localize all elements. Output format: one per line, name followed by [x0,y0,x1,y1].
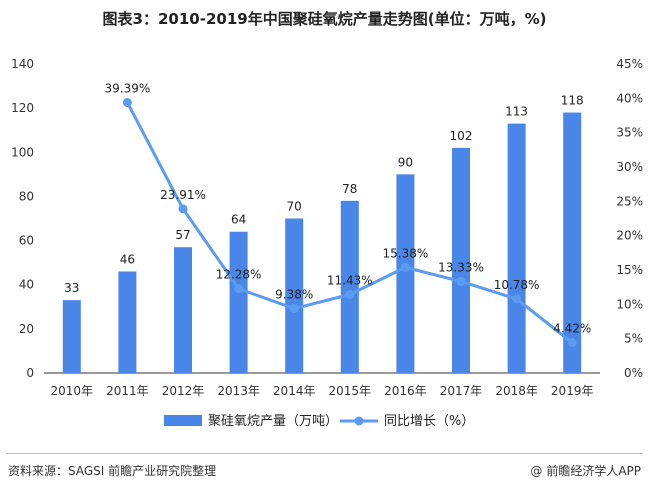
line-point [234,284,244,294]
line-data-label: 23.91% [160,188,206,202]
y-right-tick-label: 25% [616,194,643,208]
bar [229,231,248,373]
attribution: @ 前瞻经济学人APP [530,462,641,479]
line-point [400,262,410,272]
chart-title: 图表3：2010-2019年中国聚硅氧烷产量走势图(单位：万吨，%) [102,10,547,28]
bar-data-label: 64 [231,213,246,227]
bar-data-label: 90 [398,155,413,169]
bar [174,247,192,373]
legend-bar-label: 聚硅氧烷产量（万吨） [208,414,338,429]
bar [62,300,81,373]
line-point [512,294,522,304]
attribution-label: 前瞻经济学人APP [546,464,641,478]
line-point [567,338,577,348]
line-point [345,290,355,300]
legend-line-label: 同比增长（%） [384,414,474,429]
bar-data-label: 46 [120,252,135,266]
bar-data-label: 57 [175,228,190,242]
line-data-label: 11.43% [327,274,373,288]
line-data-label: 10.78% [494,278,540,292]
bar [340,200,359,373]
y-right-tick-label: 0% [624,366,643,380]
line-data-label: 39.39% [105,82,151,96]
y-left-tick-label: 0 [26,366,34,380]
y-right-tick-label: 35% [616,126,643,140]
x-tick-label: 2018年 [495,384,538,398]
x-tick-label: 2019年 [551,384,594,398]
line-data-label: 12.28% [216,268,262,282]
y-right-tick-label: 15% [616,263,643,277]
line-data-label: 4.42% [553,322,591,336]
bar [118,271,137,373]
x-tick-label: 2013年 [217,384,260,398]
line-point [178,204,188,214]
y-right-tick-label: 5% [624,332,643,346]
x-tick-label: 2015年 [329,384,372,398]
bar [507,123,526,373]
x-tick-label: 2012年 [162,384,205,398]
y-left-tick-label: 60 [19,234,34,248]
bar-data-label: 70 [287,200,302,214]
line-data-label: 13.33% [438,260,484,274]
bar [563,112,582,374]
bar-data-label: 118 [561,94,584,108]
bar-data-label: 33 [64,281,79,295]
legend-line-marker [354,416,364,426]
source-note: 资料来源：SAGSI 前瞻产业研究院整理 [8,464,217,478]
y-left-tick-label: 120 [11,101,34,115]
bar-data-label: 78 [342,182,357,196]
legend-bar-swatch [164,415,202,426]
x-tick-label: 2017年 [440,384,483,398]
x-tick-label: 2011年 [106,384,149,398]
line-point [289,304,299,314]
y-left-tick-label: 40 [19,278,34,292]
bar [396,174,415,373]
line-data-label: 9.38% [275,288,313,302]
y-left-tick-label: 140 [11,57,34,71]
x-tick-label: 2010年 [51,384,94,398]
y-right-tick-label: 30% [616,160,643,174]
y-left-tick-label: 80 [19,189,34,203]
y-right-tick-label: 45% [616,57,643,71]
y-left-tick-label: 100 [11,145,34,159]
x-tick-label: 2014年 [273,384,316,398]
line-point [122,98,132,108]
y-right-tick-label: 20% [616,229,643,243]
bar-data-label: 102 [450,129,473,143]
y-left-tick-label: 20 [19,322,34,336]
y-right-tick-label: 40% [616,91,643,105]
bar [452,147,470,373]
line-data-label: 15.38% [383,246,429,260]
line-point [456,276,466,286]
bar-data-label: 113 [505,105,528,119]
footer-divider [6,453,643,454]
bar [285,218,304,373]
x-tick-label: 2016年 [384,384,427,398]
y-right-tick-label: 10% [616,297,643,311]
at-sign-icon: @ [530,464,543,478]
